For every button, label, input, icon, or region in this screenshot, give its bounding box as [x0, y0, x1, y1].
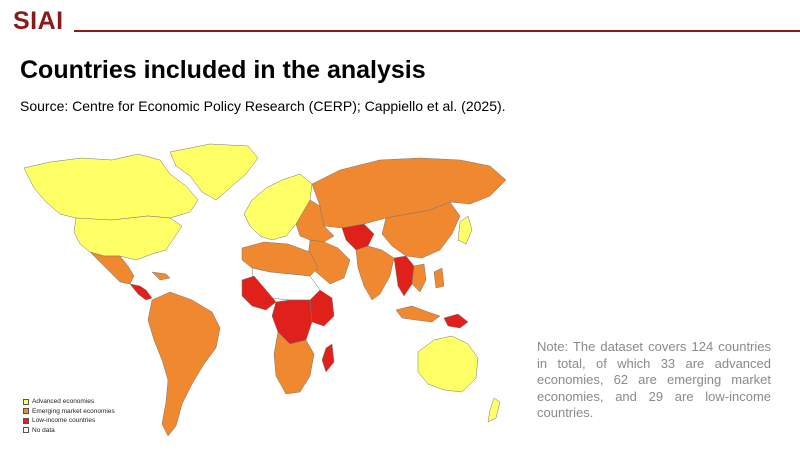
legend-item-emerging: Emerging market economies: [23, 407, 115, 417]
png-region: [444, 314, 468, 328]
caribbean-region: [152, 272, 170, 280]
legend-label-no-data: No data: [32, 427, 55, 434]
southeast-asia-region: [394, 256, 414, 296]
legend-item-no-data: No data: [23, 426, 115, 436]
japan-region: [458, 216, 472, 244]
australia-region: [418, 336, 478, 392]
new-zealand-region: [488, 398, 500, 422]
legend-label-advanced: Advanced economies: [32, 398, 94, 405]
source-line: Source: Centre for Economic Policy Resea…: [20, 98, 506, 114]
legend-label-emerging: Emerging market economies: [32, 408, 115, 415]
note-text: Note: The dataset covers 124 countries i…: [537, 339, 771, 422]
world-map-svg: [20, 140, 510, 440]
brand-logo: SIAI: [13, 7, 64, 36]
slide-title: Countries included in the analysis: [20, 56, 426, 85]
south-asia-region: [356, 246, 394, 300]
central-america-region: [130, 284, 152, 300]
philippines-region: [434, 268, 444, 288]
header-rule: [74, 30, 800, 32]
legend-item-low-income: Low-income countries: [23, 416, 115, 426]
legend-label-low-income: Low-income countries: [32, 417, 95, 424]
map-legend: Advanced economies Emerging market econo…: [23, 397, 115, 435]
legend-swatch-advanced: [23, 399, 29, 405]
world-map: [20, 140, 510, 440]
legend-swatch-no-data: [23, 427, 29, 433]
madagascar-region: [322, 344, 334, 372]
usa-region: [74, 216, 182, 260]
canada-region: [24, 154, 198, 220]
legend-swatch-emerging: [23, 408, 29, 414]
south-america-region: [148, 292, 220, 436]
legend-item-advanced: Advanced economies: [23, 397, 115, 407]
legend-swatch-low-income: [23, 418, 29, 424]
southeast-asia-em-region: [412, 264, 426, 292]
maritime-asia-region: [396, 306, 440, 322]
